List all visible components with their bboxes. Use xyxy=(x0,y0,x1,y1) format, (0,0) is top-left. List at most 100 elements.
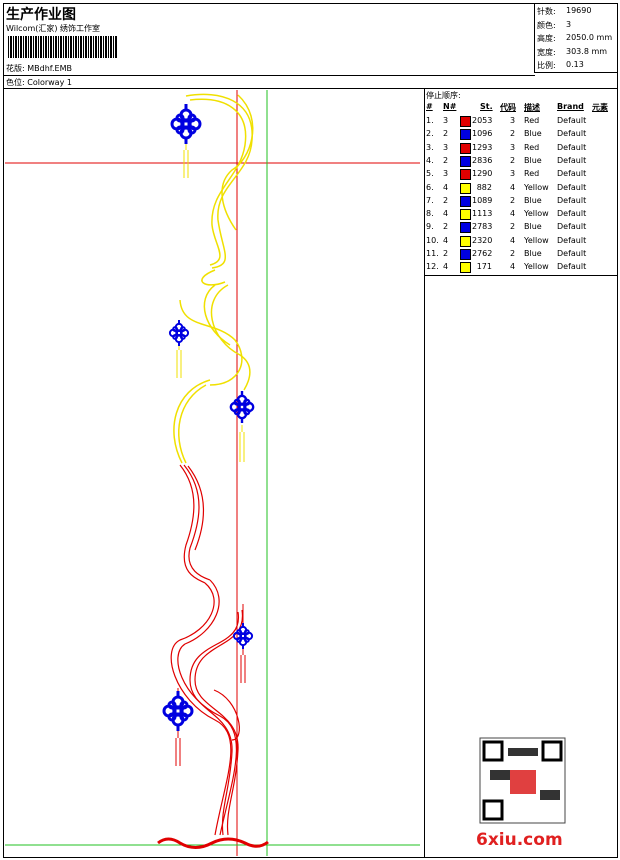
row-st: 2783 xyxy=(472,222,493,232)
info-label: 比例: xyxy=(537,61,556,70)
row-st: 882 xyxy=(476,182,492,192)
column-header: 代码 xyxy=(500,103,516,112)
red-curves xyxy=(170,464,243,836)
info-label: 高度: xyxy=(537,34,556,43)
barcode xyxy=(8,36,118,58)
row-brand: Default xyxy=(557,195,587,205)
row-n: 2 xyxy=(443,249,449,258)
row-brand: Default xyxy=(557,129,587,139)
row-desc: Red xyxy=(524,169,540,179)
row-num: 3. xyxy=(426,142,434,152)
row-n: 2 xyxy=(443,155,449,165)
row-desc: Red xyxy=(524,142,540,152)
row-desc: Red xyxy=(524,116,540,125)
row-st: 2836 xyxy=(472,155,493,165)
row-st: 1113 xyxy=(472,209,493,219)
row-n: 2 xyxy=(443,129,449,139)
row-num: 4. xyxy=(426,155,434,165)
row-brand: Default xyxy=(557,169,587,179)
row-num: 11. xyxy=(426,249,439,258)
color-swatch xyxy=(460,249,471,260)
row-st: 1089 xyxy=(472,195,493,205)
row-code: 2 xyxy=(510,129,516,139)
info-value: 0.13 xyxy=(566,60,584,69)
column-header: St. xyxy=(480,102,493,111)
row-brand: Default xyxy=(557,262,587,272)
yellow-curves xyxy=(173,93,254,464)
colorway-frame xyxy=(3,75,535,89)
row-num: 10. xyxy=(426,235,439,245)
row-desc: Blue xyxy=(524,222,542,232)
color-swatch xyxy=(460,222,471,234)
row-st: 1290 xyxy=(472,169,493,179)
row-n: 4 xyxy=(443,262,449,272)
row-n: 3 xyxy=(443,169,449,179)
row-n: 4 xyxy=(443,235,449,245)
row-st: 2762 xyxy=(472,249,493,258)
info-value: 303.8 mm xyxy=(566,46,608,56)
color-swatch xyxy=(460,129,471,141)
color-swatch xyxy=(460,182,471,194)
info-frame xyxy=(534,3,618,73)
row-code: 2 xyxy=(510,222,516,232)
colorway: 色位: Colorway 1 xyxy=(6,78,72,87)
studio: Wilcom(汇家) 绣饰工作室 xyxy=(6,24,101,33)
row-n: 4 xyxy=(443,182,449,192)
design-file: 花版: MBdhf.EMB xyxy=(6,64,72,73)
color-swatch xyxy=(460,195,471,207)
color-swatch xyxy=(460,209,471,221)
row-n: 4 xyxy=(443,209,449,219)
row-desc: Blue xyxy=(524,155,542,165)
row-code: 3 xyxy=(510,169,516,179)
info-label: 颜色: xyxy=(537,20,556,30)
row-num: 2. xyxy=(426,129,434,139)
row-brand: Default xyxy=(557,142,587,152)
column-header: 描述 xyxy=(524,103,540,112)
row-code: 2 xyxy=(510,195,516,205)
yellow-tassels xyxy=(176,140,245,462)
row-num: 12. xyxy=(426,262,439,272)
row-st: 1293 xyxy=(472,142,493,152)
row-brand: Default xyxy=(557,235,587,245)
column-header: N# xyxy=(443,102,457,111)
color-swatch xyxy=(460,142,471,154)
column-header: Brand xyxy=(557,102,584,111)
row-n: 3 xyxy=(443,142,449,152)
color-swatch xyxy=(460,155,471,167)
row-brand: Default xyxy=(557,155,587,165)
row-st: 1096 xyxy=(472,129,493,139)
base xyxy=(157,837,269,849)
row-code: 3 xyxy=(510,142,516,152)
row-code: 4 xyxy=(510,235,516,245)
row-desc: Yellow xyxy=(524,209,549,219)
table-frame xyxy=(424,88,618,276)
row-code: 2 xyxy=(510,155,516,165)
row-num: 1. xyxy=(426,116,434,125)
row-desc: Yellow xyxy=(524,235,549,245)
info-value: 19690 xyxy=(566,6,592,15)
color-swatch xyxy=(460,235,471,247)
color-swatch xyxy=(460,116,471,127)
row-num: 9. xyxy=(426,222,434,232)
info-value: 2050.0 mm xyxy=(566,33,613,42)
row-code: 2 xyxy=(510,249,516,258)
row-code: 4 xyxy=(510,209,516,219)
row-brand: Default xyxy=(557,209,587,219)
color-swatch xyxy=(460,262,471,274)
sheet-frame xyxy=(3,3,618,858)
row-n: 3 xyxy=(443,116,449,125)
panel-frame xyxy=(424,88,618,858)
row-st: 2053 xyxy=(472,116,493,125)
row-brand: Default xyxy=(557,222,587,232)
row-desc: Yellow xyxy=(524,262,549,272)
qr-code xyxy=(479,737,566,824)
row-desc: Blue xyxy=(524,195,542,205)
color-swatch xyxy=(460,169,471,181)
row-st: 2320 xyxy=(472,235,493,245)
row-num: 5. xyxy=(426,169,434,179)
row-desc: Yellow xyxy=(524,182,549,192)
row-n: 2 xyxy=(443,195,449,205)
row-num: 6. xyxy=(426,182,434,192)
